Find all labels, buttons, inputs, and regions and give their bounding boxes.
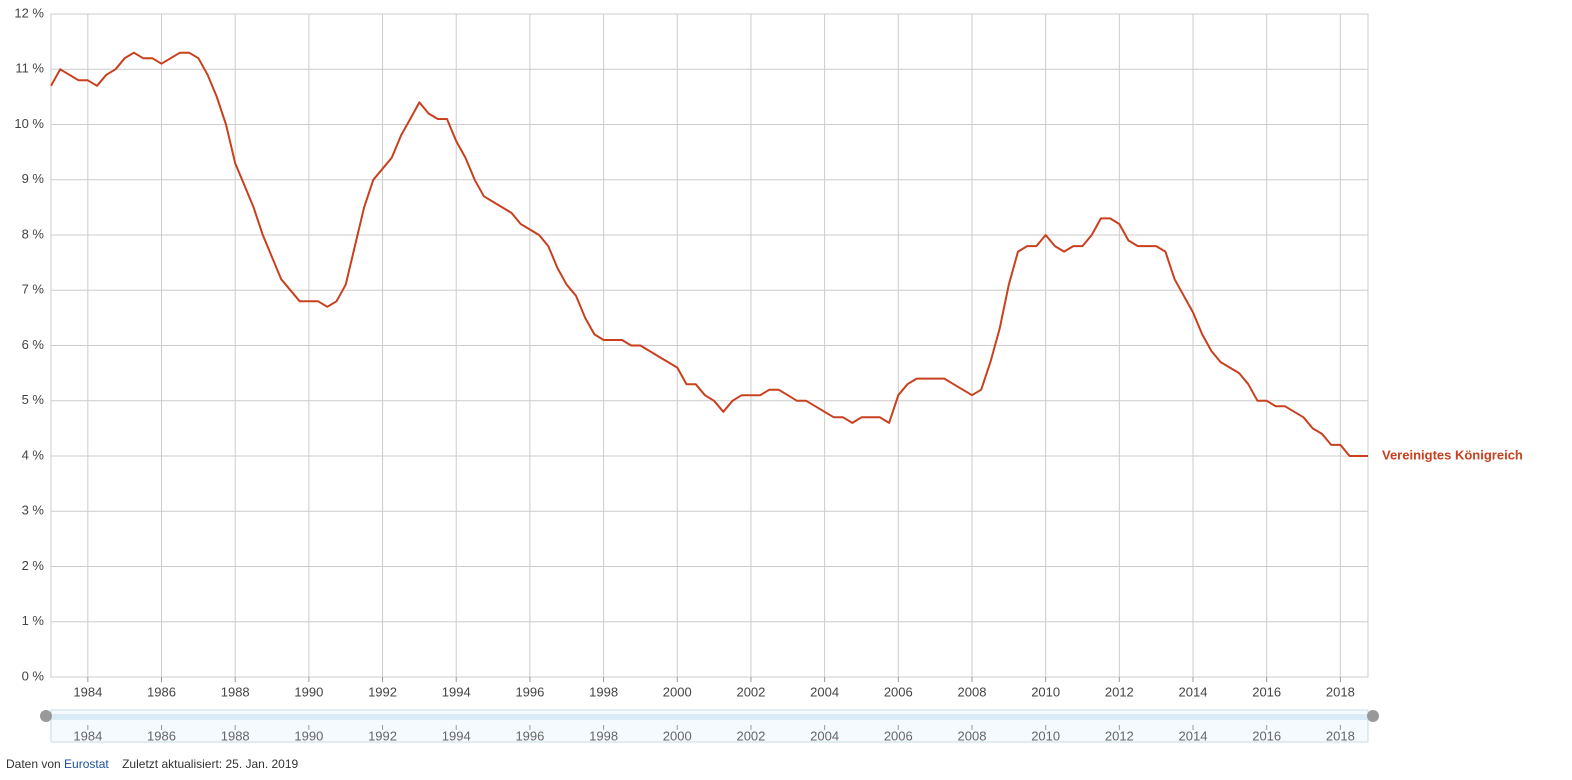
y-tick-label: 12 % <box>14 5 44 20</box>
navigator-tick-label: 1992 <box>368 728 397 743</box>
x-tick-label: 2000 <box>663 684 692 699</box>
x-tick-label: 1994 <box>442 684 471 699</box>
navigator-tick-label: 1988 <box>221 728 250 743</box>
navigator-tick-label: 2010 <box>1031 728 1060 743</box>
source-link[interactable]: Eurostat <box>64 757 109 771</box>
navigator-tick-label: 2000 <box>663 728 692 743</box>
y-tick-label: 9 % <box>22 171 45 186</box>
y-tick-label: 3 % <box>22 503 45 518</box>
navigator-tick-label: 2008 <box>958 728 987 743</box>
y-tick-label: 5 % <box>22 392 45 407</box>
x-tick-label: 2010 <box>1031 684 1060 699</box>
navigator-tick-label: 2006 <box>884 728 913 743</box>
x-tick-label: 1998 <box>589 684 618 699</box>
navigator-tick-label: 2002 <box>736 728 765 743</box>
y-tick-label: 1 % <box>22 613 45 628</box>
x-tick-label: 2018 <box>1326 684 1355 699</box>
navigator-tick-label: 1990 <box>294 728 323 743</box>
footer: Daten von Eurostat Zuletzt aktualisiert:… <box>6 757 298 771</box>
navigator-tick-label: 1986 <box>147 728 176 743</box>
x-tick-label: 2008 <box>958 684 987 699</box>
range-selection[interactable] <box>51 714 1368 720</box>
updated: Zuletzt aktualisiert: 25. Jan. 2019 <box>122 757 299 771</box>
y-tick-label: 8 % <box>22 226 45 241</box>
x-tick-label: 2006 <box>884 684 913 699</box>
x-tick-label: 1984 <box>73 684 102 699</box>
range-handle-left[interactable] <box>40 710 52 722</box>
navigator-tick-label: 2018 <box>1326 728 1355 743</box>
navigator-tick-label: 2012 <box>1105 728 1134 743</box>
x-tick-label: 1986 <box>147 684 176 699</box>
x-tick-label: 2012 <box>1105 684 1134 699</box>
navigator-tick-label: 2014 <box>1179 728 1208 743</box>
y-tick-label: 11 % <box>15 61 44 76</box>
x-tick-label: 1996 <box>515 684 544 699</box>
x-tick-label: 2002 <box>736 684 765 699</box>
navigator-tick-label: 1996 <box>515 728 544 743</box>
navigator-tick-label: 1998 <box>589 728 618 743</box>
navigator-tick-label: 2016 <box>1252 728 1281 743</box>
y-tick-label: 6 % <box>22 337 45 352</box>
navigator-tick-label: 1984 <box>73 728 102 743</box>
source-prefix: Daten von <box>6 757 61 771</box>
x-tick-label: 2014 <box>1179 684 1208 699</box>
y-tick-label: 10 % <box>14 116 44 131</box>
y-tick-label: 7 % <box>22 282 45 297</box>
data-line <box>50 51 1368 457</box>
x-tick-label: 1988 <box>221 684 250 699</box>
x-tick-label: 1990 <box>294 684 323 699</box>
navigator-tick-label: 1994 <box>442 728 471 743</box>
range-handle-right[interactable] <box>1367 710 1379 722</box>
navigator-tick-label: 2004 <box>810 728 839 743</box>
chart: 0 % 1 % 2 % 3 % 4 % 5 % 6 % 7 % 8 % 9 % 10 % 11 % 12… <box>14 5 1523 743</box>
x-tick-label: 2016 <box>1252 684 1281 699</box>
y-tick-label: 4 % <box>22 447 45 462</box>
x-tick-label: 1992 <box>368 684 397 699</box>
y-tick-label: 0 % <box>22 668 45 683</box>
series-label: Vereinigtes Königreich <box>1382 447 1523 462</box>
x-tick-label: 2004 <box>810 684 839 699</box>
y-tick-label: 2 % <box>22 558 45 573</box>
